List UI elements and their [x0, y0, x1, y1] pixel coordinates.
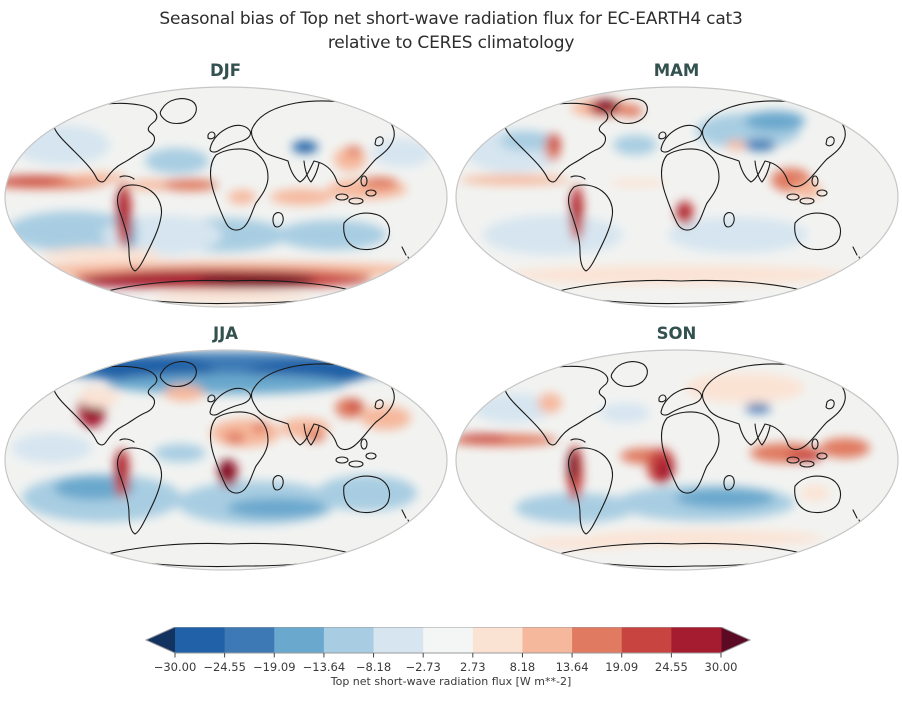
svg-text:8.18: 8.18: [510, 660, 536, 674]
map-panel-grid: DJF MAM JJA: [0, 57, 902, 574]
svg-text:−24.55: −24.55: [203, 660, 246, 674]
map-mam: [454, 86, 899, 308]
svg-text:24.55: 24.55: [655, 660, 688, 674]
panel-title-mam: MAM: [653, 60, 700, 80]
map-son: [454, 349, 899, 571]
map-djf: [3, 86, 448, 308]
svg-text:30.00: 30.00: [705, 660, 738, 674]
svg-text:−19.09: −19.09: [253, 660, 296, 674]
colorbar-area: −30.00 −24.55 −19.09 −13.64 −8.18 −2.73 2.73 8.…: [0, 627, 902, 688]
svg-text:−2.73: −2.73: [406, 660, 441, 674]
panel-son: SON: [451, 320, 902, 574]
svg-text:2.73: 2.73: [460, 660, 486, 674]
panel-djf: DJF: [0, 57, 451, 311]
colorbar: −30.00 −24.55 −19.09 −13.64 −8.18 −2.73 2.73 8.…: [144, 627, 752, 674]
panel-title-djf: DJF: [209, 60, 242, 80]
svg-text:−8.18: −8.18: [356, 660, 391, 674]
svg-text:19.09: 19.09: [605, 660, 638, 674]
map-jja: [3, 349, 448, 571]
figure-title: Seasonal bias of Top net short-wave radi…: [0, 0, 902, 55]
figure-title-line2: relative to CERES climatology: [327, 33, 575, 53]
panel-mam: MAM: [451, 57, 902, 311]
panel-title-son: SON: [656, 323, 697, 343]
panel-jja: JJA: [0, 320, 451, 574]
svg-text:−13.64: −13.64: [303, 660, 346, 674]
svg-text:−30.00: −30.00: [154, 660, 197, 674]
panel-title-jja: JJA: [212, 323, 239, 343]
figure-title-line1: Seasonal bias of Top net short-wave radi…: [159, 9, 743, 29]
svg-text:13.64: 13.64: [556, 660, 589, 674]
colorbar-label: Top net short-wave radiation flux [W m**…: [330, 675, 572, 688]
